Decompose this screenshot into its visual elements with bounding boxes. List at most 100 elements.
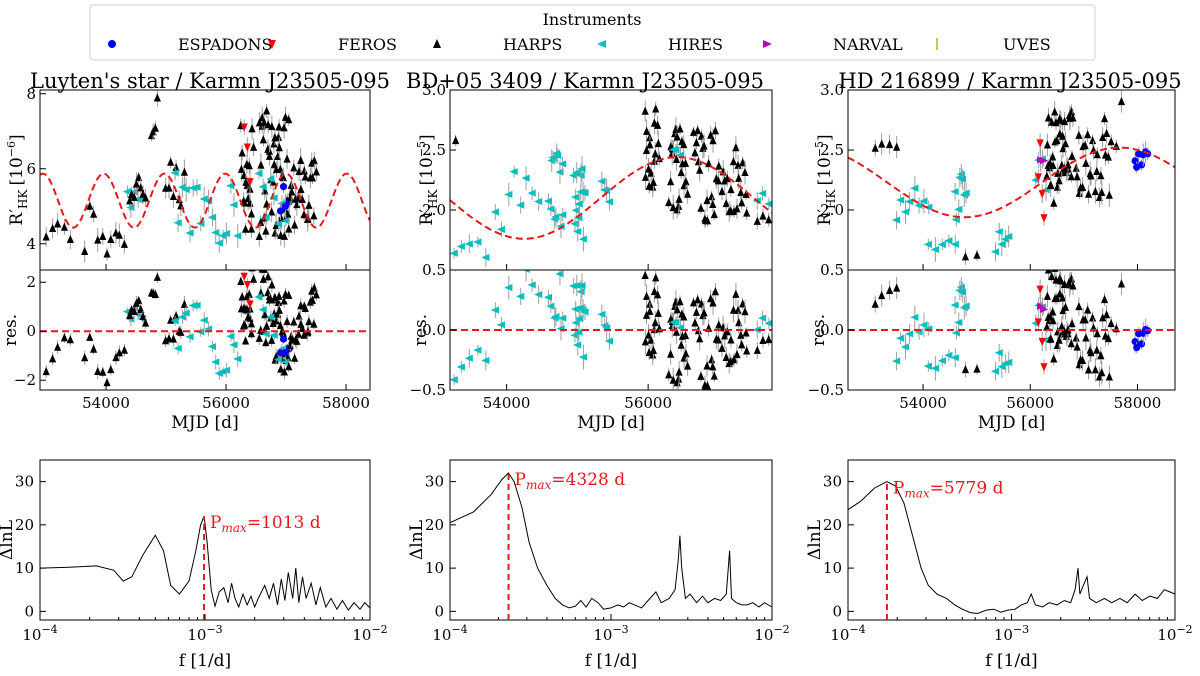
point-harps bbox=[723, 174, 731, 183]
point-harps bbox=[1097, 171, 1105, 180]
residual-point-harps bbox=[99, 367, 107, 376]
residual-point-harps bbox=[759, 335, 767, 344]
residual-point-harps bbox=[1061, 302, 1070, 311]
point-harps bbox=[153, 93, 161, 102]
point-harps bbox=[167, 157, 175, 166]
point-hires bbox=[990, 248, 1000, 256]
point-harps bbox=[132, 179, 141, 188]
residual-point-harps bbox=[682, 349, 690, 358]
pmax-sub: max bbox=[904, 487, 930, 501]
residual-point-harps bbox=[654, 290, 662, 299]
point-harps bbox=[718, 186, 726, 196]
residual-point-hires bbox=[923, 362, 932, 370]
residual-point-harps bbox=[729, 305, 738, 314]
residual-point-harps bbox=[60, 333, 68, 342]
residual-point-hires bbox=[551, 312, 560, 321]
residual-point-harps bbox=[1056, 289, 1064, 298]
point-hires bbox=[574, 214, 583, 222]
point-harps bbox=[295, 166, 303, 176]
residual-point-harps bbox=[283, 316, 291, 326]
pmax-label: Pmax=1013 d bbox=[210, 513, 321, 535]
point-harps bbox=[1043, 140, 1052, 149]
pg-xtick-exp: −3 bbox=[206, 623, 222, 636]
xtick-label: 56000 bbox=[624, 394, 672, 412]
residual-point-harps bbox=[1059, 293, 1067, 302]
point-harps bbox=[297, 155, 305, 164]
fit-curve bbox=[40, 172, 370, 229]
residual-point-hires bbox=[552, 250, 560, 257]
residual-point-harps bbox=[710, 371, 718, 380]
point-harps bbox=[1091, 186, 1099, 196]
residual-point-harps bbox=[261, 310, 269, 319]
point-harps bbox=[169, 191, 178, 201]
residual-point-harps bbox=[642, 291, 651, 300]
residual-point-hires bbox=[181, 309, 190, 317]
point-harps bbox=[715, 161, 723, 170]
point-hires bbox=[527, 189, 536, 197]
point-harps bbox=[264, 120, 272, 129]
residual-point-harps bbox=[290, 317, 298, 326]
point-harps bbox=[263, 106, 271, 115]
residual-point-harps bbox=[647, 335, 655, 344]
point-hires bbox=[226, 182, 235, 190]
pg-xtick-exp: −3 bbox=[1013, 623, 1029, 636]
residual-point-harps bbox=[277, 364, 285, 373]
residual-ylabel: res. bbox=[809, 314, 829, 346]
top-axes-frame bbox=[847, 89, 1176, 271]
point-harps bbox=[280, 123, 288, 132]
residual-point-harps bbox=[1093, 345, 1101, 354]
point-harps bbox=[1075, 188, 1083, 197]
residual-point-harps bbox=[641, 270, 649, 280]
point-hires bbox=[233, 232, 242, 240]
residual-point-harps bbox=[676, 297, 684, 306]
point-espadons bbox=[276, 207, 285, 215]
residual-point-harps bbox=[285, 362, 293, 371]
pg-xtick-exp: −4 bbox=[451, 623, 467, 636]
point-hires bbox=[543, 197, 553, 205]
residual-point-harps bbox=[177, 327, 185, 336]
point-harps bbox=[893, 142, 901, 151]
point-harps bbox=[1093, 150, 1101, 159]
res-ytick-label: −2 bbox=[14, 371, 36, 389]
point-harps bbox=[1061, 139, 1070, 148]
point-harps bbox=[641, 172, 650, 181]
point-harps bbox=[259, 135, 267, 144]
residual-point-harps bbox=[260, 270, 268, 273]
point-hires bbox=[910, 184, 919, 192]
point-hires bbox=[258, 183, 267, 191]
point-harps bbox=[673, 132, 681, 141]
pg-xtick-base: 10 bbox=[432, 626, 451, 644]
point-hires bbox=[534, 197, 543, 206]
residual-point-harps bbox=[652, 273, 660, 282]
residual-point-hires bbox=[258, 306, 267, 314]
ylabel: R′HK [10−5] bbox=[415, 134, 440, 225]
pmax-label: Pmax=4328 d bbox=[515, 470, 626, 492]
residual-point-harps bbox=[1050, 354, 1058, 363]
ytick-label: 6 bbox=[26, 160, 36, 178]
xtick-label: 54000 bbox=[483, 394, 531, 412]
point-harps bbox=[290, 163, 298, 172]
point-hires bbox=[602, 187, 611, 195]
residual-point-harps bbox=[1091, 365, 1099, 374]
pg-ytick-label: 20 bbox=[15, 516, 34, 534]
residual-point-harps bbox=[700, 308, 708, 317]
residual-point-harps bbox=[169, 334, 178, 343]
residual-point-harps bbox=[696, 334, 704, 343]
point-harps bbox=[1107, 137, 1115, 146]
point-harps bbox=[705, 158, 713, 168]
point-hires bbox=[229, 201, 238, 209]
pmax-value: =4328 d bbox=[551, 470, 625, 490]
residual-point-harps bbox=[1098, 367, 1106, 377]
xlabel: MJD [d] bbox=[978, 413, 1045, 433]
residual-point-hires bbox=[185, 333, 194, 341]
point-espadons bbox=[279, 182, 288, 191]
point-hires bbox=[516, 201, 525, 209]
point-harps bbox=[733, 204, 741, 213]
res-ytick-label: 0.0 bbox=[422, 321, 446, 339]
residual-point-hires bbox=[671, 318, 680, 327]
point-hires bbox=[473, 238, 482, 246]
point-hires bbox=[604, 198, 614, 206]
residual-point-harps bbox=[714, 335, 722, 344]
residuals-plot bbox=[848, 270, 1175, 389]
residual-point-hires bbox=[994, 349, 1003, 357]
